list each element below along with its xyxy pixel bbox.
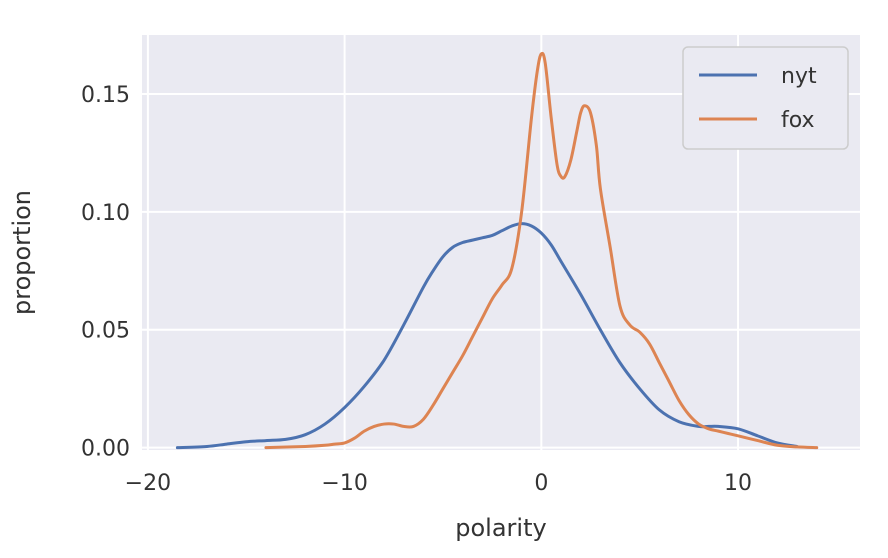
x-tick-label: 10 <box>724 471 752 496</box>
x-tick-label: 0 <box>534 471 548 496</box>
legend: nyt fox <box>682 46 849 150</box>
series-line-nyt <box>175 222 799 450</box>
y-tick-label: 0.15 <box>81 83 130 108</box>
y-tick-label: 0.10 <box>81 201 130 226</box>
x-tick-label: −10 <box>321 471 367 496</box>
series-line-fox <box>264 51 819 450</box>
legend-label-fox: fox <box>781 108 815 133</box>
tick-labels: −20 −10 0 10 0.00 0.05 0.10 0.15 <box>81 83 752 496</box>
x-tick-label: −20 <box>125 471 171 496</box>
legend-box <box>682 46 849 150</box>
y-tick-label: 0.00 <box>81 437 130 462</box>
legend-label-nyt: nyt <box>781 64 817 89</box>
y-tick-label: 0.05 <box>81 319 130 344</box>
y-axis-label: proportion <box>8 190 36 315</box>
series-layer <box>175 51 819 450</box>
x-axis-label: polarity <box>455 514 546 542</box>
